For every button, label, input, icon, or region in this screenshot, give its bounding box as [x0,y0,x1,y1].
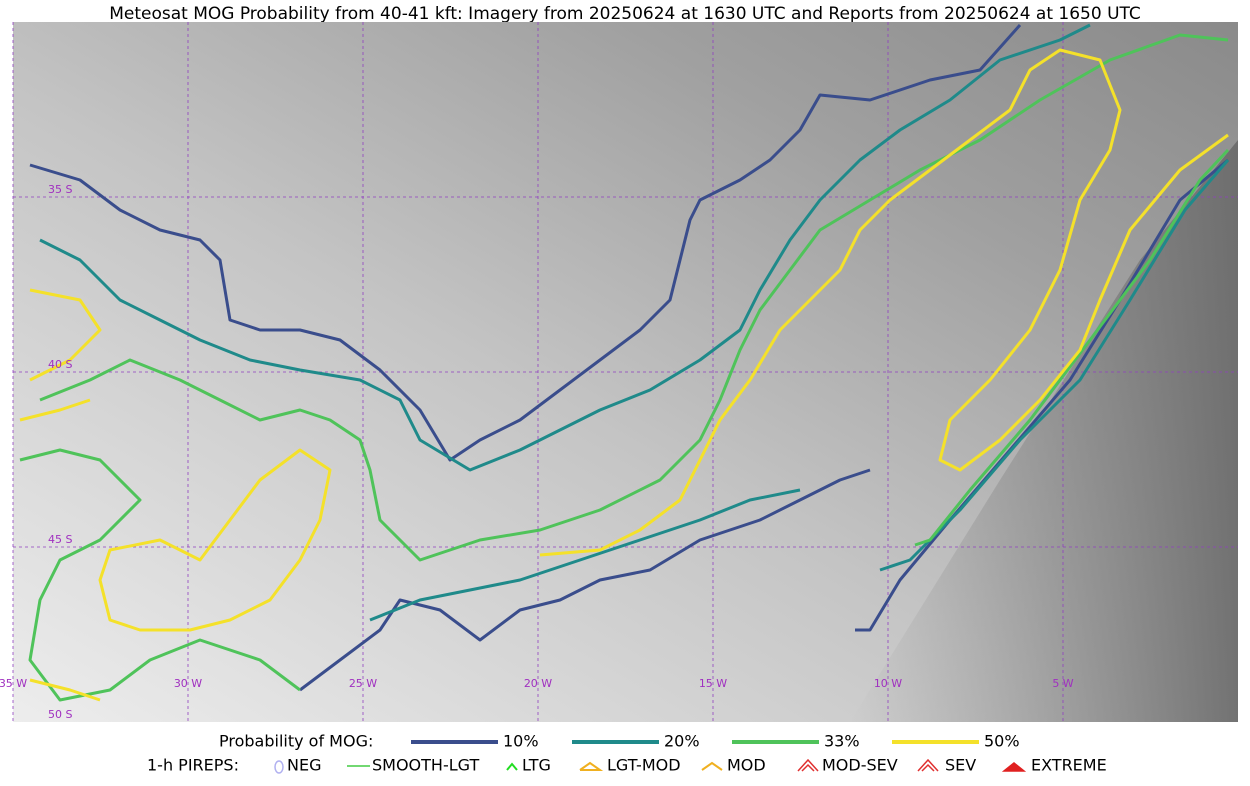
pirep-label: LGT-MOD [607,756,681,775]
lon-label: 15 W [699,677,727,690]
mod-icon [701,761,723,771]
sev-icon [917,758,939,772]
lat-label: 35 S [48,183,72,196]
map: 35 S 40 S 45 S 50 S 35 W 30 W 25 W 20 W 15 W 10 W… [0,22,1238,722]
lat-label: 50 S [48,708,72,721]
neg-icon [274,760,284,774]
title: Meteosat MOG Probability from 40-41 kft:… [109,4,1141,24]
lon-label: 5 W [1052,677,1073,690]
pirep-label: LTG [522,756,551,775]
pirep-label: MOD [727,756,766,775]
pirep-label: MOD-SEV [822,756,898,775]
lon-label: 30 W [174,677,202,690]
lat-label: 45 S [48,533,72,546]
lon-label: 35 W [0,677,27,690]
dark-region [850,140,1238,722]
legend: Probability of MOG: 1-h PIREPS: 10% 20% 33… [147,732,1107,775]
pirep-label: SMOOTH-LGT [372,756,479,775]
legend-title: 1-h PIREPS: [147,756,239,775]
lon-label: 10 W [874,677,902,690]
pirep-label: EXTREME [1031,756,1107,775]
legend-label: 33% [824,732,860,751]
ltg-icon [506,762,518,771]
legend-label: 50% [984,732,1020,751]
pirep-icons [274,758,1027,774]
legend-label: 20% [664,732,700,751]
pirep-label: SEV [945,756,976,775]
legend-title: Probability of MOG: [219,732,373,751]
lon-label: 25 W [349,677,377,690]
lgt-mod-icon [579,761,604,771]
contours [19,23,1230,702]
lat-label: 40 S [48,358,72,371]
legend-label: 10% [503,732,539,751]
pirep-label: NEG [287,756,321,775]
extreme-icon [1001,762,1027,772]
lon-label: 20 W [524,677,552,690]
mod-sev-icon [797,758,819,772]
